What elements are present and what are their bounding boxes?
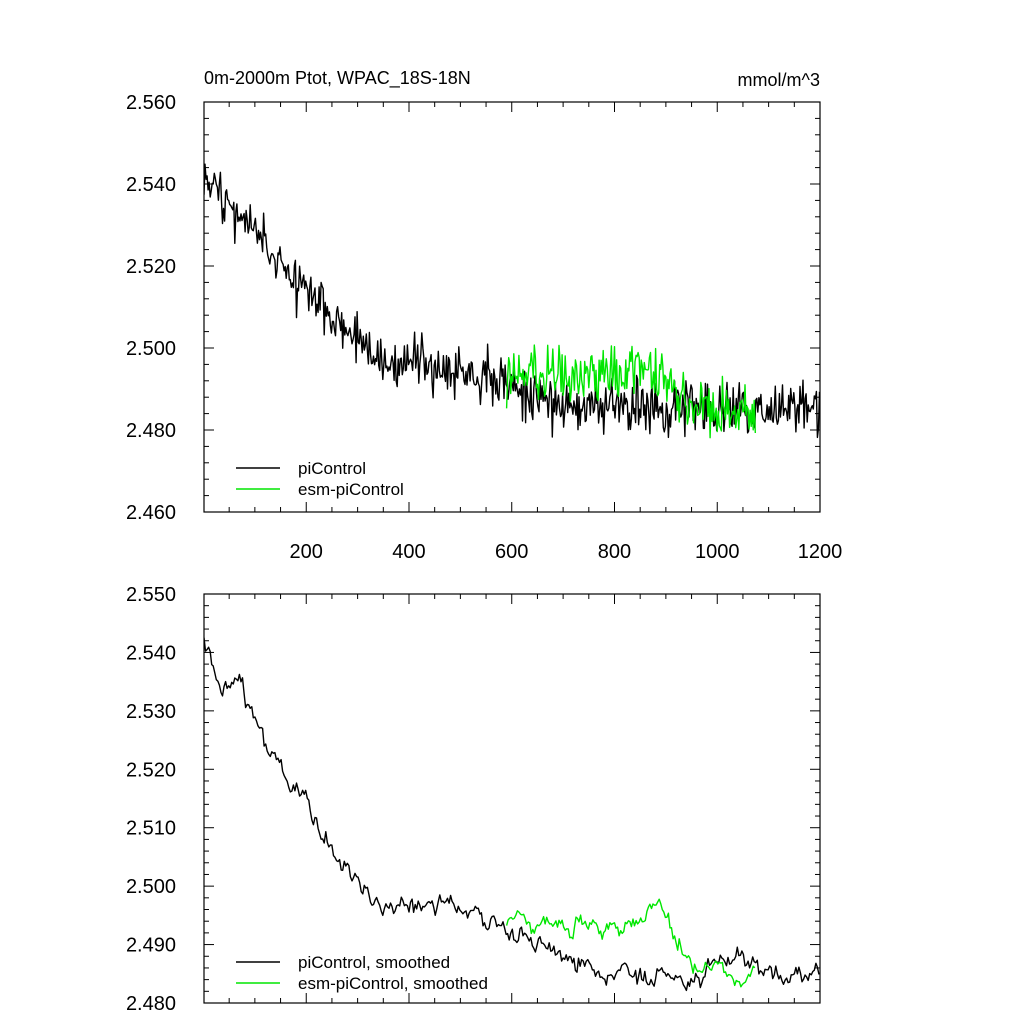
- x-tick-label: 1000: [695, 541, 740, 563]
- y-tick-label: 2.490: [126, 935, 176, 957]
- legend-label: piControl, smoothed: [298, 953, 450, 972]
- y-tick-label: 2.540: [126, 642, 176, 664]
- y-tick-label: 2.480: [126, 420, 176, 442]
- plot-frame: [203, 593, 821, 1004]
- series-line-esm-picontrol: [505, 898, 756, 988]
- bottom-panel: 2.480 2.490 2.500 2.510 2.520 2.530 2.540 2.550…: [126, 584, 821, 1015]
- legend-label: esm-piControl: [298, 480, 404, 499]
- y-tick-label: 2.520: [126, 256, 176, 278]
- y-tick-label: 2.530: [126, 701, 176, 723]
- y-tick-label: 2.560: [126, 92, 176, 114]
- x-tick-label: 400: [392, 541, 425, 563]
- x-tick-label: 200: [290, 541, 323, 563]
- x-tick-label: 800: [598, 541, 631, 563]
- y-tick-label: 2.510: [126, 818, 176, 840]
- y-tick-label: 2.500: [126, 876, 176, 898]
- chart-title: 0m-2000m Ptot, WPAC_18S-18N: [204, 68, 471, 89]
- series-line-esm-picontrol: [505, 344, 756, 439]
- y-tick-label: 2.480: [126, 993, 176, 1015]
- series-line-picontrol: [204, 637, 820, 992]
- x-tick-label: 1200: [798, 541, 843, 563]
- y-tick-label: 2.460: [126, 502, 176, 524]
- x-tick-label: 600: [495, 541, 528, 563]
- legend-label: piControl: [298, 459, 366, 478]
- top-panel: 200 400 600 800 1000 1200 2.460 2.480 2.500 2.520…: [126, 92, 842, 563]
- legend-label: esm-piControl, smoothed: [298, 974, 488, 993]
- y-tick-label: 2.540: [126, 174, 176, 196]
- y-tick-label: 2.520: [126, 759, 176, 781]
- y-tick-label: 2.550: [126, 584, 176, 606]
- y-tick-label: 2.500: [126, 338, 176, 360]
- units-label: mmol/m^3: [738, 70, 820, 90]
